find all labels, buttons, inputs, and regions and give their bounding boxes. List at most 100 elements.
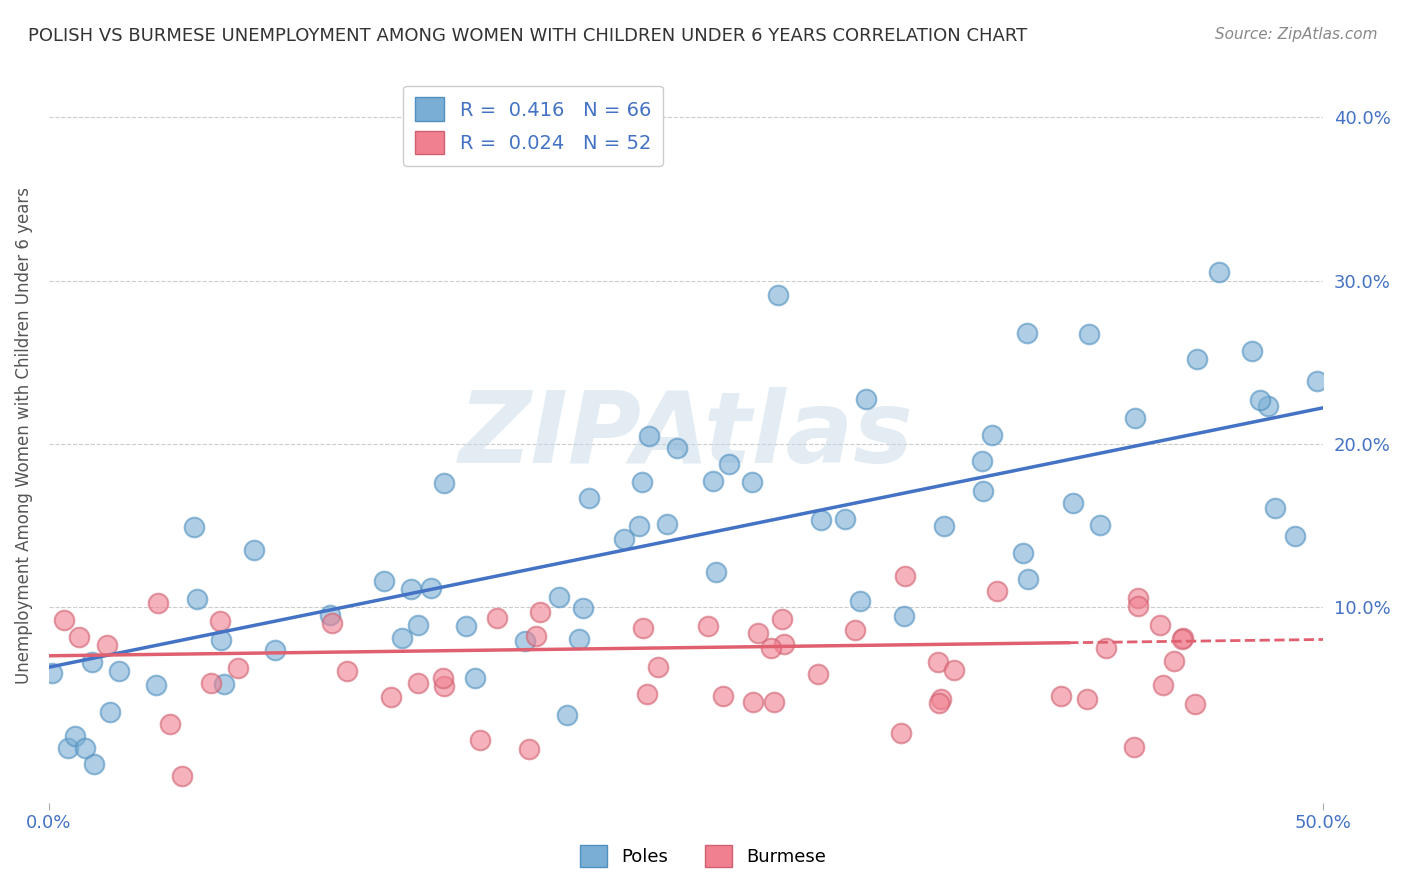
Burmese: [986, 583, 1008, 598]
Burmese: [200, 676, 222, 690]
Burmese: [741, 695, 763, 709]
Burmese: [406, 675, 429, 690]
Poles: [810, 512, 832, 526]
Poles: [578, 491, 600, 505]
Burmese: [647, 660, 669, 674]
Burmese: [1171, 631, 1194, 645]
Poles: [73, 740, 96, 755]
Poles: [464, 671, 486, 685]
Poles: [631, 475, 654, 489]
Burmese: [433, 679, 456, 693]
Poles: [1284, 529, 1306, 543]
Burmese: [894, 569, 917, 583]
Burmese: [1171, 632, 1194, 646]
Burmese: [1095, 641, 1118, 656]
Poles: [568, 632, 591, 647]
Poles: [406, 618, 429, 632]
Burmese: [517, 742, 540, 756]
Poles: [65, 729, 87, 743]
Burmese: [529, 605, 551, 619]
Burmese: [747, 626, 769, 640]
Burmese: [96, 638, 118, 652]
Poles: [934, 518, 956, 533]
Burmese: [1050, 689, 1073, 703]
Poles: [1264, 501, 1286, 516]
Poles: [893, 608, 915, 623]
Burmese: [631, 621, 654, 635]
Poles: [235, 851, 257, 865]
Burmese: [636, 687, 658, 701]
Poles: [1249, 393, 1271, 408]
Poles: [1012, 546, 1035, 560]
Poles: [1062, 496, 1084, 510]
Poles: [41, 665, 63, 680]
Poles: [212, 677, 235, 691]
Poles: [456, 619, 478, 633]
Poles: [657, 517, 679, 532]
Burmese: [1149, 617, 1171, 632]
Burmese: [1163, 654, 1185, 668]
Poles: [391, 631, 413, 645]
Poles: [108, 665, 131, 679]
Poles: [1257, 399, 1279, 413]
Burmese: [1126, 599, 1149, 613]
Poles: [768, 287, 790, 301]
Burmese: [807, 666, 830, 681]
Poles: [264, 643, 287, 657]
Poles: [741, 475, 763, 490]
Burmese: [67, 631, 90, 645]
Burmese: [321, 615, 343, 630]
Poles: [183, 520, 205, 534]
Poles: [420, 581, 443, 595]
Poles: [704, 565, 727, 579]
Burmese: [209, 614, 232, 628]
Burmese: [159, 716, 181, 731]
Burmese: [226, 660, 249, 674]
Poles: [83, 757, 105, 772]
Poles: [1240, 344, 1263, 359]
Burmese: [485, 611, 508, 625]
Poles: [638, 429, 661, 443]
Burmese: [1076, 692, 1098, 706]
Poles: [972, 483, 994, 498]
Legend: R =  0.416   N = 66, R =  0.024   N = 52: R = 0.416 N = 66, R = 0.024 N = 52: [404, 86, 662, 166]
Poles: [548, 590, 571, 604]
Poles: [399, 582, 422, 597]
Burmese: [844, 623, 866, 637]
Poles: [56, 740, 79, 755]
Burmese: [770, 612, 793, 626]
Text: Source: ZipAtlas.com: Source: ZipAtlas.com: [1215, 27, 1378, 42]
Poles: [1017, 572, 1039, 586]
Poles: [80, 655, 103, 669]
Burmese: [1122, 740, 1144, 755]
Burmese: [524, 629, 547, 643]
Poles: [319, 608, 342, 623]
Poles: [1306, 374, 1329, 388]
Burmese: [172, 769, 194, 783]
Poles: [555, 707, 578, 722]
Poles: [972, 454, 994, 468]
Burmese: [711, 690, 734, 704]
Text: POLISH VS BURMESE UNEMPLOYMENT AMONG WOMEN WITH CHILDREN UNDER 6 YEARS CORRELATI: POLISH VS BURMESE UNEMPLOYMENT AMONG WOM…: [28, 27, 1028, 45]
Burmese: [890, 726, 912, 740]
Burmese: [336, 664, 359, 678]
Poles: [613, 532, 636, 546]
Poles: [433, 475, 456, 490]
Poles: [1088, 518, 1111, 533]
Poles: [513, 633, 536, 648]
Burmese: [773, 637, 796, 651]
Poles: [242, 542, 264, 557]
Poles: [834, 512, 856, 526]
Text: ZIPAtlas: ZIPAtlas: [458, 387, 914, 484]
Poles: [1015, 326, 1038, 340]
Burmese: [943, 663, 966, 677]
Poles: [186, 592, 208, 607]
Poles: [145, 677, 167, 691]
Poles: [100, 705, 122, 719]
Poles: [848, 594, 870, 608]
Poles: [572, 601, 595, 615]
Poles: [1208, 265, 1230, 279]
Poles: [702, 475, 724, 489]
Y-axis label: Unemployment Among Women with Children Under 6 years: Unemployment Among Women with Children U…: [15, 187, 32, 684]
Burmese: [759, 640, 782, 655]
